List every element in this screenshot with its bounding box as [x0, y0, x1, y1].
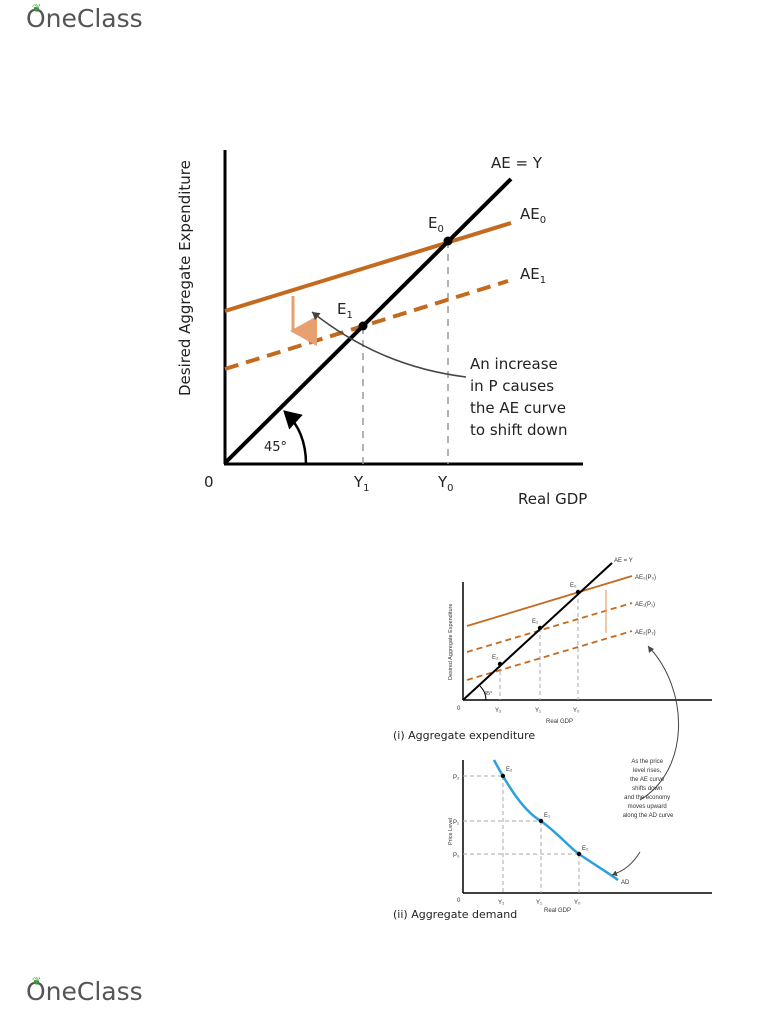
- y-axis-label: Desired Aggregate Expenditure: [176, 160, 194, 396]
- p1-label: P₁: [453, 820, 459, 826]
- panel2-point-e1: [538, 818, 544, 824]
- e1-label: E1: [337, 300, 353, 321]
- point-e0: [443, 236, 453, 246]
- bottom-annotation-arrowhead-top: [648, 646, 654, 653]
- panel2-x-axis-label: Real GDP: [544, 908, 571, 914]
- panel2-point-e2: [500, 773, 506, 779]
- ae-equals-y-label: AE = Y: [491, 154, 543, 172]
- panel2-e2-label: E₂: [506, 767, 513, 773]
- panel1-angle-label: 45°: [484, 691, 492, 697]
- panel2-y1-label: Y₁: [536, 900, 542, 906]
- origin-label: 0: [204, 473, 214, 491]
- panel2-point-e0: [576, 851, 582, 857]
- ad-label: AD: [621, 880, 630, 886]
- panel1-origin: 0: [457, 706, 461, 712]
- panel2-y2-label: Y₂: [498, 900, 505, 906]
- panel1-point-e1: [537, 625, 543, 631]
- ae2-p2-label: AE₂(P₂): [635, 630, 656, 636]
- leaf-icon: ❦: [32, 2, 42, 15]
- brand-name: OneClass: [26, 977, 143, 1006]
- panel1-ae-equals-y-label: AE = Y: [614, 558, 633, 564]
- panel1-y-axis-label: Desired Aggregate Expenditure: [448, 604, 454, 680]
- panel2-e1-label: E₁: [544, 813, 550, 819]
- ae-equals-y-line: [224, 177, 513, 464]
- panel1-title: (i) Aggregate expenditure: [393, 729, 535, 742]
- panel1-y2-label: Y₂: [495, 708, 502, 714]
- bottom-annotation-text: As the price level rises, the AE curve s…: [623, 759, 674, 819]
- ae0-p0-line: [466, 575, 633, 627]
- panel2-origin: 0: [457, 898, 461, 904]
- ae-ad-diagram-bottom: Desired Aggregate Expenditure Real GDP 0…: [393, 558, 712, 921]
- oneclass-logo-top: ❦ OneClass: [26, 2, 143, 33]
- panel1-ae-equals-y-line: [462, 562, 613, 701]
- panel1-point-e2: [497, 661, 503, 667]
- ae0-label: AE0: [520, 205, 546, 226]
- panel2-title: (ii) Aggregate demand: [393, 908, 517, 921]
- p0-label: P₀: [453, 853, 460, 859]
- panel1-x-axis-label: Real GDP: [546, 719, 573, 725]
- panel2-e0-label: E₀: [582, 846, 589, 852]
- ae2-p2-line: [466, 630, 633, 681]
- panel1-e2-label: E₂: [492, 655, 499, 661]
- panel1-y1-label: Y₁: [535, 708, 541, 714]
- ae1-p1-label: AE₁(P₁): [635, 602, 655, 608]
- e0-label: E0: [428, 214, 444, 235]
- oneclass-logo-bottom: ❦ OneClass: [26, 975, 143, 1006]
- point-e1: [358, 321, 368, 331]
- angle-label: 45°: [264, 440, 287, 455]
- x-axis-label: Real GDP: [518, 490, 587, 508]
- panel2-y-axis-label: Price Level: [448, 818, 454, 845]
- p2-label: P₂: [453, 775, 460, 781]
- y0-label: Y0: [437, 473, 454, 494]
- brand-name: OneClass: [26, 4, 143, 33]
- ae1-p1-line: [466, 602, 633, 653]
- panel1-angle-arc: [479, 685, 487, 701]
- annotation-arrow: [311, 311, 467, 378]
- panel1-e1-label: E₁: [532, 619, 538, 625]
- panel1-y0-label: Y₀: [573, 708, 580, 714]
- bottom-annotation-arrow: [612, 645, 680, 875]
- panel1-point-e0: [575, 589, 581, 595]
- ae0-p0-label: AE₀(P₀): [635, 575, 656, 581]
- panel1-e0-label: E₀: [570, 583, 577, 589]
- ad-curve: [492, 759, 619, 882]
- leaf-icon: ❦: [32, 975, 42, 988]
- angle-arc: [283, 410, 308, 465]
- ae-diagram-top: Desired Aggregate Expenditure Real GDP 0…: [176, 150, 587, 508]
- ae0-line: [224, 221, 512, 313]
- ae1-label: AE1: [520, 265, 546, 286]
- annotation-text: An increase in P causes the AE curve to …: [470, 355, 571, 439]
- ae1-line: [224, 279, 509, 371]
- y1-label: Y1: [353, 473, 370, 494]
- panel2-y0-label: Y₀: [574, 900, 581, 906]
